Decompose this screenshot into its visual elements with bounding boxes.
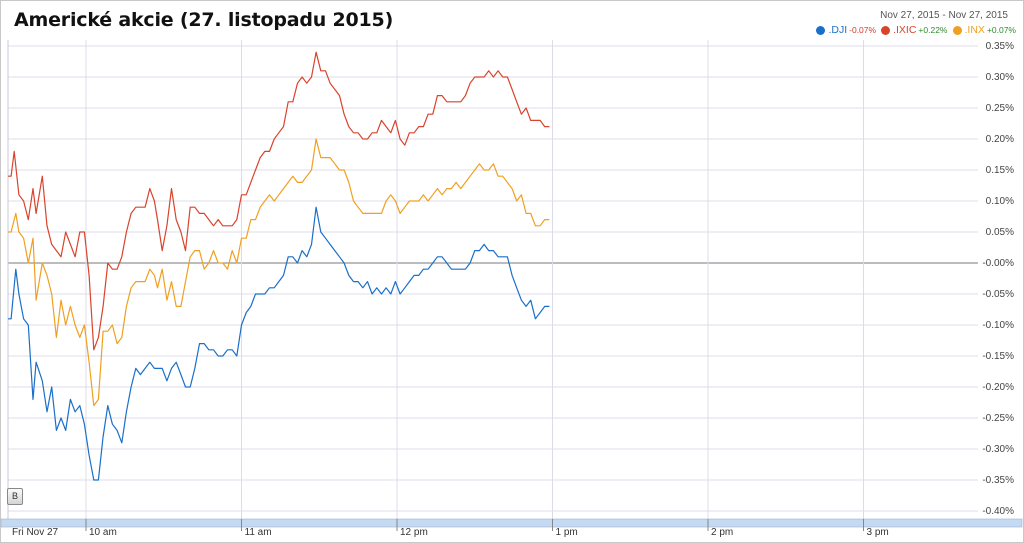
chart-title: Americké akcie (27. listopadu 2015) — [14, 9, 394, 31]
legend-item-ixic[interactable]: .IXIC +0.22% — [881, 24, 948, 36]
y-tick-label: 0.35% — [986, 41, 1014, 52]
y-tick-label: 0.20% — [986, 134, 1014, 145]
legend-name-inx: .INX — [964, 24, 985, 36]
series-line-ixic — [8, 51, 550, 351]
legend-item-inx[interactable]: .INX +0.07% — [952, 24, 1016, 36]
chart-legend: .DJI -0.07% .IXIC +0.22% .INX +0.07% — [816, 24, 1016, 36]
y-tick-label: -0.35% — [982, 475, 1014, 486]
x-tick-label: 2 pm — [711, 527, 733, 538]
legend-dot-dji-icon — [816, 25, 826, 35]
y-tick-label: -0.30% — [982, 444, 1014, 455]
y-tick-label: 0.15% — [986, 165, 1014, 176]
series-line-dji — [8, 206, 550, 481]
legend-name-ixic: .IXIC — [893, 24, 917, 36]
legend-dot-ixic-icon — [881, 25, 891, 35]
scroll-left-button[interactable]: B — [7, 488, 23, 505]
x-tick-label: 3 pm — [867, 527, 889, 538]
x-tick-label: 11 am — [245, 527, 272, 538]
date-range-label: Nov 27, 2015 - Nov 27, 2015 — [880, 10, 1008, 21]
y-tick-label: -0.40% — [982, 506, 1014, 517]
legend-dot-inx-icon — [952, 25, 962, 35]
legend-change-ixic: +0.22% — [918, 25, 948, 35]
y-tick-label: -0.25% — [982, 413, 1014, 424]
y-tick-label: -0.00% — [982, 258, 1014, 269]
x-tick-label: Fri Nov 27 — [12, 527, 59, 538]
y-tick-label: 0.05% — [986, 227, 1014, 238]
time-scroll-bar — [0, 518, 1023, 528]
x-tick-label: 1 pm — [556, 527, 578, 538]
legend-name-dji: .DJI — [828, 24, 848, 36]
legend-item-dji[interactable]: .DJI -0.07% — [816, 24, 876, 36]
series-line-inx — [8, 138, 550, 407]
y-tick-label: 0.10% — [986, 196, 1014, 207]
y-tick-label: -0.15% — [982, 351, 1014, 362]
y-tick-label: 0.30% — [986, 72, 1014, 83]
x-tick-label: 10 am — [89, 527, 117, 538]
legend-change-inx: +0.07% — [986, 25, 1016, 35]
y-tick-label: -0.10% — [982, 320, 1014, 331]
x-tick-label: 12 pm — [400, 527, 428, 538]
legend-change-dji: -0.07% — [849, 25, 877, 35]
y-tick-label: 0.25% — [986, 103, 1014, 114]
y-tick-label: -0.05% — [982, 289, 1014, 300]
y-tick-label: -0.20% — [982, 382, 1014, 393]
